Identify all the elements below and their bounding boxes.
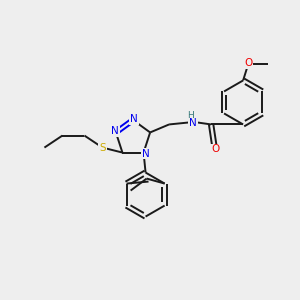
Text: N: N bbox=[189, 118, 197, 128]
Text: O: O bbox=[211, 144, 219, 154]
Text: H: H bbox=[187, 111, 194, 120]
Text: S: S bbox=[99, 142, 106, 153]
Text: N: N bbox=[142, 148, 149, 159]
Text: N: N bbox=[130, 114, 138, 124]
Text: N: N bbox=[111, 126, 119, 136]
Text: O: O bbox=[244, 58, 252, 68]
